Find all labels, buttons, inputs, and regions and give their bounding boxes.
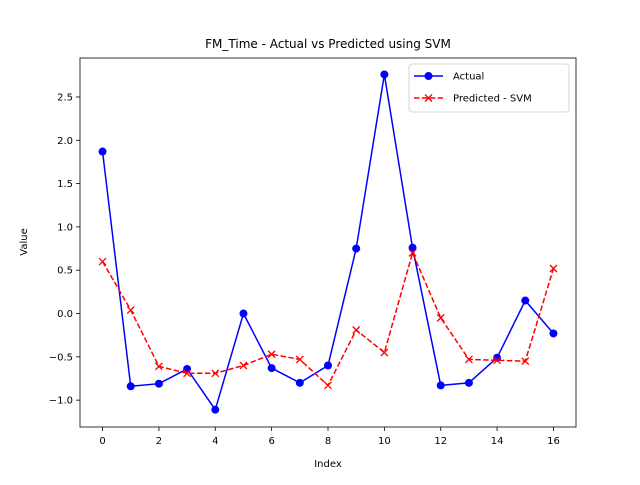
predicted-svm-data-point bbox=[408, 248, 417, 257]
plot-area: 0 2 4 6 8 10 12 14 16 −1.0 −0.5 0.0 0.5 1.0 1.5 2.0 2.5 bbox=[49, 57, 577, 447]
actual-data-point bbox=[549, 329, 558, 338]
legend-actual-marker bbox=[424, 72, 433, 80]
actual-data-point bbox=[380, 70, 389, 79]
axes-frame bbox=[79, 57, 577, 428]
legend-predicted-svm-marker bbox=[424, 94, 433, 102]
legend-box bbox=[408, 63, 570, 113]
predicted-svm-data-point bbox=[380, 348, 389, 357]
y-tick-label: 0.5 bbox=[57, 266, 73, 277]
predicted-svm-data-point bbox=[98, 257, 107, 266]
y-tick-label: 1.0 bbox=[57, 222, 73, 233]
x-tick-label: 0 bbox=[99, 436, 105, 447]
predicted-svm-data-point bbox=[126, 306, 135, 315]
predicted-svm-data-point bbox=[267, 350, 276, 359]
x-tick-label: 2 bbox=[156, 436, 162, 447]
chart-title: FM_Time - Actual vs Predicted using SVM bbox=[205, 37, 451, 51]
x-tick-label: 8 bbox=[325, 436, 331, 447]
actual-data-point bbox=[295, 378, 304, 387]
legend-actual-label: Actual bbox=[453, 72, 484, 83]
predicted-svm-data-point bbox=[352, 326, 361, 334]
legend-predicted-svm-label: Predicted - SVM bbox=[453, 94, 532, 105]
x-tick-label: 6 bbox=[268, 436, 274, 447]
x-tick-label: 16 bbox=[547, 436, 560, 447]
actual-data-point bbox=[154, 379, 163, 388]
actual-data-point bbox=[98, 147, 107, 156]
actual-data-point bbox=[267, 364, 276, 373]
actual-data-point bbox=[324, 361, 332, 370]
predicted-svm-data-point bbox=[493, 356, 502, 365]
x-axis-title: Index bbox=[314, 459, 342, 470]
actual-data-point bbox=[352, 244, 361, 253]
predicted-svm-data-point bbox=[549, 264, 558, 273]
x-tick-label: 14 bbox=[491, 436, 504, 447]
y-tick-label: −1.0 bbox=[49, 396, 73, 407]
actual-data-point bbox=[183, 364, 192, 373]
actual-data-point bbox=[126, 382, 135, 391]
actual-data-point bbox=[521, 296, 530, 305]
x-tick-label: 12 bbox=[434, 436, 447, 447]
legend: Actual Predicted - SVM bbox=[408, 63, 570, 113]
actual-data-point bbox=[211, 405, 220, 414]
y-tick-label: 2.0 bbox=[57, 136, 73, 147]
actual-data-point bbox=[408, 243, 417, 252]
x-tick-label: 10 bbox=[378, 436, 391, 447]
actual-data-point bbox=[464, 378, 473, 387]
y-axis-title: Value bbox=[19, 228, 30, 255]
y-tick-label: 2.5 bbox=[57, 92, 73, 103]
predicted-svm-data-point bbox=[183, 369, 192, 378]
actual-data-point bbox=[436, 381, 445, 390]
y-tick-label: 0.0 bbox=[57, 309, 73, 320]
y-tick-label: −0.5 bbox=[49, 352, 73, 363]
predicted-svm-data-point bbox=[324, 381, 332, 390]
predicted-svm-data-point bbox=[154, 362, 163, 371]
predicted-svm-data-point bbox=[436, 313, 445, 322]
predicted-svm-data-point bbox=[211, 369, 220, 378]
actual-data-point bbox=[239, 309, 248, 318]
predicted-svm-data-point bbox=[239, 361, 248, 370]
predicted-svm-data-point bbox=[464, 355, 473, 364]
predicted-svm-data-point bbox=[521, 357, 530, 366]
y-tick-label: 1.5 bbox=[57, 179, 73, 190]
predicted-svm-data-point bbox=[295, 355, 304, 364]
x-tick-label: 4 bbox=[212, 436, 218, 447]
